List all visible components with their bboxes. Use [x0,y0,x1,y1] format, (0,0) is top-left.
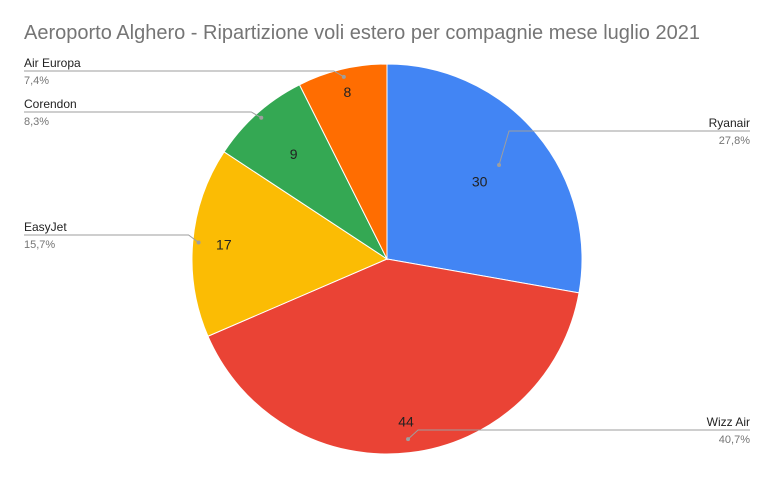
chart-title: Aeroporto Alghero - Ripartizione voli es… [24,22,700,44]
percent-label-ryanair: 27,8% [719,135,750,147]
leader-dot-wizz-air [406,437,411,442]
slice-label-easyjet: EasyJet [24,220,67,234]
leader-dot-air-europa [341,74,346,79]
leader-dot-ryanair [497,162,502,167]
pie-slice-easyjet [191,151,389,337]
value-label-wizz-air: 44 [398,414,414,430]
percent-label-easyjet: 15,7% [24,239,55,251]
percent-label-wizz-air: 40,7% [719,434,750,446]
pie-slice-corendon [223,84,389,261]
leader-line-corendon [24,111,262,119]
value-label-corendon: 9 [290,146,298,162]
percent-label-corendon: 8,3% [24,116,49,128]
value-label-easyjet: 17 [216,237,232,253]
slice-label-ryanair: Ryanair [709,116,750,130]
percent-label-air-europa: 7,4% [24,75,49,87]
pie-slice-wizz-air [207,258,580,455]
pie-slice-air-europa [298,63,388,260]
slice-label-corendon: Corendon [24,97,77,111]
value-label-air-europa: 8 [344,84,352,100]
value-label-ryanair: 30 [472,173,488,189]
pie-slice-ryanair [386,63,583,294]
leader-line-air-europa [24,70,345,78]
leader-dot-corendon [259,115,264,120]
leader-line-wizz-air [407,429,750,440]
slice-label-air-europa: Air Europa [24,56,81,70]
leader-dot-easyjet [196,240,201,245]
slice-label-wizz-air: Wizz Air [707,415,750,429]
leader-line-easyjet [24,234,199,243]
leader-line-ryanair [498,130,750,166]
